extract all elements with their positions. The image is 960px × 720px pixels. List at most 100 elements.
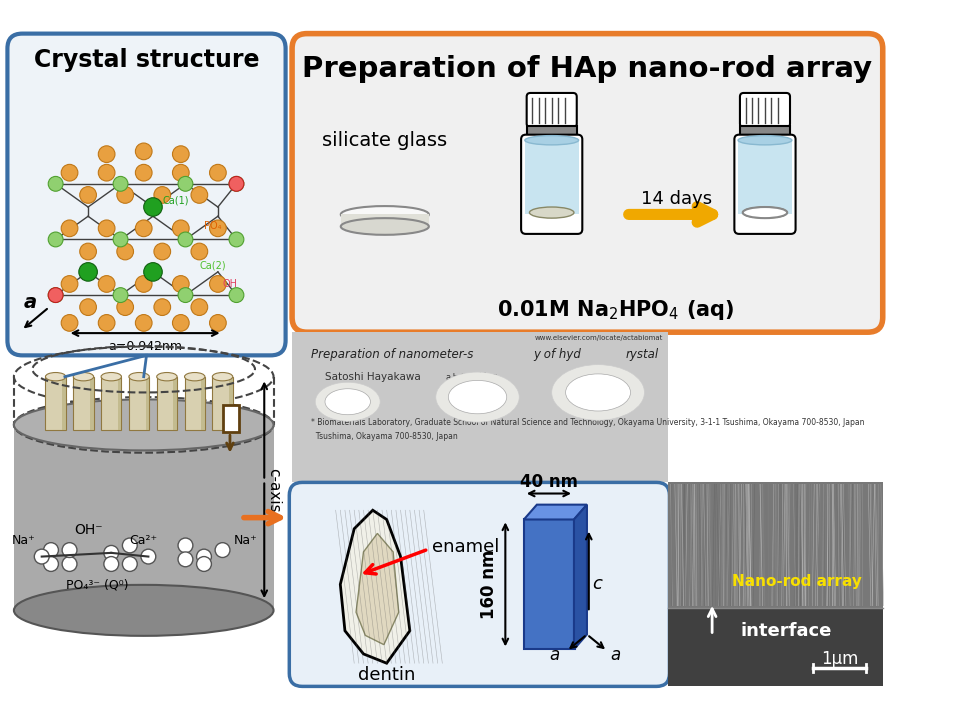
Text: c-axis: c-axis [266, 467, 281, 512]
Ellipse shape [743, 207, 787, 218]
Ellipse shape [448, 380, 507, 414]
Bar [527, 126, 577, 135]
Text: Ca(2): Ca(2) [200, 261, 226, 271]
Text: OH: OH [223, 279, 237, 289]
Circle shape [62, 543, 77, 557]
Ellipse shape [341, 206, 429, 222]
Circle shape [80, 243, 96, 260]
Ellipse shape [212, 372, 232, 381]
Text: a=0.942nm: a=0.942nm [108, 340, 182, 353]
Circle shape [117, 243, 133, 260]
Circle shape [43, 543, 59, 557]
Circle shape [98, 220, 115, 237]
Circle shape [122, 538, 137, 553]
FancyBboxPatch shape [292, 34, 883, 332]
Bar [740, 126, 790, 135]
Circle shape [98, 315, 115, 331]
Circle shape [191, 299, 207, 315]
Text: 160 nm: 160 nm [480, 549, 497, 619]
Circle shape [154, 186, 171, 203]
FancyBboxPatch shape [8, 34, 285, 356]
Ellipse shape [129, 372, 150, 381]
Circle shape [173, 146, 189, 163]
Polygon shape [356, 534, 398, 644]
Text: PO₄³⁻ (Q⁰): PO₄³⁻ (Q⁰) [66, 578, 129, 591]
FancyBboxPatch shape [521, 135, 583, 234]
Circle shape [98, 146, 115, 163]
Circle shape [61, 276, 78, 292]
Ellipse shape [45, 372, 66, 381]
Bar [184, 377, 204, 430]
Ellipse shape [13, 400, 274, 451]
Circle shape [104, 557, 119, 572]
Circle shape [117, 186, 133, 203]
Circle shape [178, 232, 193, 247]
Circle shape [135, 315, 152, 331]
Text: Tsushima, Okayama 700-8530, Japan: Tsushima, Okayama 700-8530, Japan [311, 432, 457, 441]
Circle shape [173, 315, 189, 331]
Circle shape [48, 288, 63, 302]
Circle shape [191, 243, 207, 260]
Circle shape [61, 220, 78, 237]
Text: rystal: rystal [626, 348, 659, 361]
Circle shape [35, 549, 49, 564]
Text: OH⁻: OH⁻ [74, 523, 103, 537]
Bar [525, 140, 579, 215]
Circle shape [173, 220, 189, 237]
Text: y of hyd: y of hyd [533, 348, 581, 361]
Ellipse shape [341, 218, 429, 235]
Text: 14 days: 14 days [641, 189, 712, 207]
Circle shape [135, 164, 152, 181]
Text: Na⁺: Na⁺ [233, 534, 257, 546]
Ellipse shape [184, 372, 204, 381]
Text: PO₄: PO₄ [204, 220, 222, 230]
Text: * Biomaterials Laboratory, Graduate School of Natural Science and Technology, Ok: * Biomaterials Laboratory, Graduate Scho… [311, 418, 864, 427]
Text: Satoshi Hayakawa: Satoshi Hayakawa [324, 372, 420, 382]
Text: interface: interface [740, 622, 831, 640]
Circle shape [79, 263, 97, 282]
Bar [223, 405, 239, 432]
Circle shape [113, 232, 128, 247]
Bar [212, 377, 232, 430]
Circle shape [104, 546, 119, 560]
Circle shape [178, 288, 193, 302]
Ellipse shape [565, 374, 631, 411]
Circle shape [229, 288, 244, 302]
Ellipse shape [552, 364, 644, 420]
Circle shape [178, 176, 193, 192]
Circle shape [191, 186, 207, 203]
Circle shape [209, 315, 227, 331]
Ellipse shape [525, 135, 579, 145]
Bar [45, 377, 66, 430]
Circle shape [80, 299, 96, 315]
Text: 0.01M Na$_2$HPO$_4$ (aq): 0.01M Na$_2$HPO$_4$ (aq) [496, 298, 734, 322]
Circle shape [215, 543, 230, 557]
Text: enamel: enamel [432, 539, 499, 557]
Circle shape [98, 164, 115, 181]
Circle shape [135, 220, 152, 237]
Circle shape [178, 552, 193, 567]
Polygon shape [340, 510, 410, 663]
Circle shape [80, 186, 96, 203]
Circle shape [113, 176, 128, 192]
Text: Eiji Fujin: Eiji Fujin [445, 391, 489, 401]
Text: 1μm: 1μm [821, 649, 858, 667]
Bar [73, 377, 94, 430]
Text: Preparation of HAp nano-rod array: Preparation of HAp nano-rod array [302, 55, 873, 83]
Circle shape [154, 243, 171, 260]
Circle shape [209, 276, 227, 292]
Circle shape [197, 557, 211, 572]
Circle shape [197, 549, 211, 564]
Ellipse shape [743, 207, 787, 218]
Text: Nano-rod array: Nano-rod array [732, 574, 862, 589]
Circle shape [62, 557, 77, 572]
Bar [738, 140, 792, 215]
Ellipse shape [315, 382, 380, 421]
Ellipse shape [738, 135, 792, 145]
Bar [156, 377, 177, 430]
Circle shape [122, 557, 137, 572]
Text: , Yaq: , Yaq [473, 372, 497, 382]
Circle shape [229, 176, 244, 192]
Text: a,b,*: a,b,* [445, 374, 465, 382]
Text: dentin: dentin [358, 666, 416, 684]
